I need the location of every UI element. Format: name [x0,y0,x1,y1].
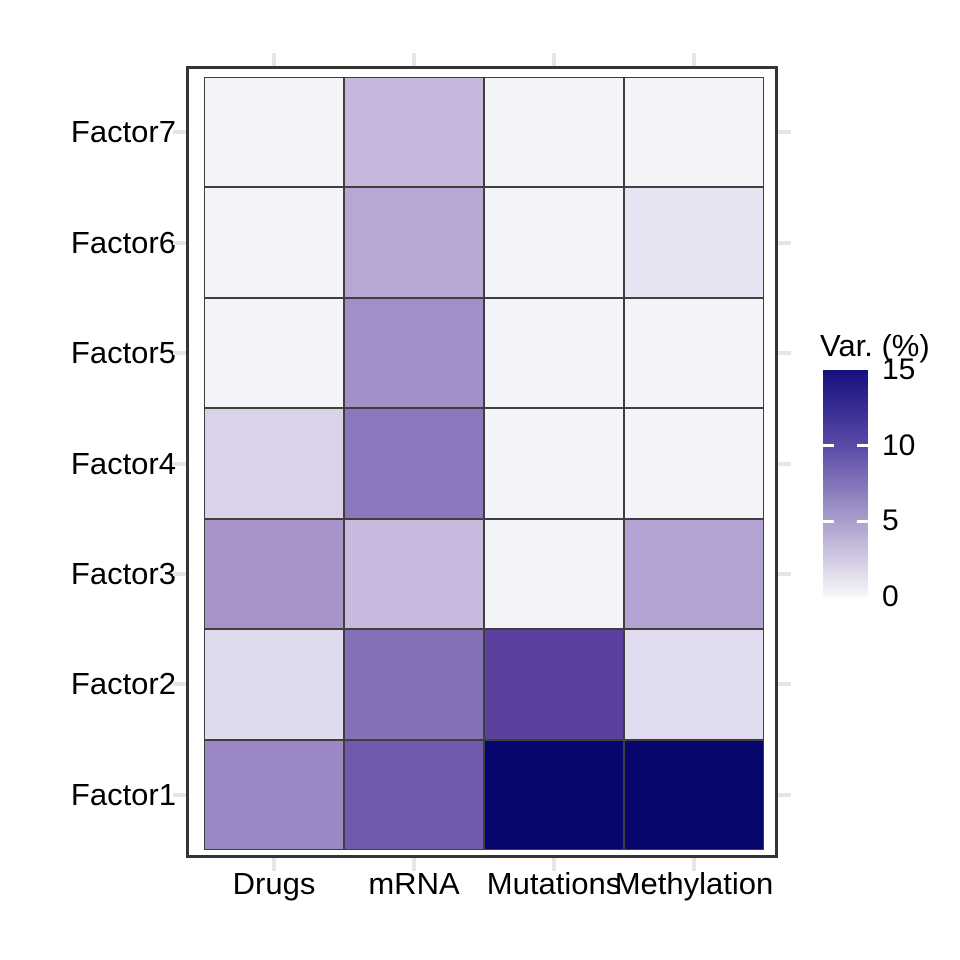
axis-tick-right-Factor3 [778,571,791,576]
heatmap-cell-Factor2-Mutations [484,629,624,740]
legend-bar-tick-5-right [857,519,868,523]
axis-tick-right-Factor6 [778,240,791,245]
axis-tick-bottom-Drugs [272,858,276,871]
heatmap-cell-Factor7-mRNA [344,77,484,188]
heatmap-cell-Factor2-Drugs [204,629,344,740]
y-axis-label-Factor1: Factor1 [70,776,176,812]
axis-tick-right-Factor2 [778,682,791,687]
legend-label-10: 10 [882,428,916,462]
heatmap-cell-Factor3-Drugs [204,518,344,630]
heatmap-cell-Factor3-mRNA [344,518,484,630]
axis-tick-right-Factor1 [778,792,791,797]
heatmap-cell-Factor7-Drugs [204,77,344,188]
heatmap-cell-Factor5-Methylation [624,297,764,409]
y-axis-label-Factor4: Factor4 [70,445,176,481]
legend-label-0: 0 [882,580,899,613]
x-axis-label-mRNA: mRNA [368,866,460,901]
axis-tick-right-Factor7 [778,130,791,135]
legend-bar-tick-5-left [823,519,834,523]
axis-tick-left-Factor6 [173,240,186,245]
axis-tick-bottom-mRNA [412,858,416,871]
axis-tick-bottom-Methylation [692,858,696,871]
heatmap-cell-Factor4-mRNA [344,408,484,519]
axis-tick-right-Factor5 [778,351,791,356]
axis-tick-left-Factor3 [173,571,186,576]
y-axis-label-Factor5: Factor5 [70,335,176,371]
heatmap-cell-Factor1-Drugs [204,739,344,850]
heatmap-cell-Factor5-Mutations [484,297,624,409]
axis-tick-right-Factor4 [778,461,791,466]
y-axis-label-Factor7: Factor7 [70,114,176,150]
axis-tick-left-Factor5 [173,351,186,356]
legend-bar-tick-10-right [857,444,868,448]
legend-label-15: 15 [882,353,916,386]
axis-tick-top-Mutations [552,53,556,66]
heatmap-cell-Factor1-mRNA [344,739,484,850]
y-axis-label-Factor3: Factor3 [70,555,176,591]
heatmap-cell-Factor6-Mutations [484,187,624,298]
heatmap-cell-Factor4-Mutations [484,408,624,519]
x-axis-label-Mutations: Mutations [486,866,622,901]
heatmap-cell-Factor2-mRNA [344,629,484,740]
legend-bar-tick-10-left [823,444,834,448]
axis-tick-left-Factor1 [173,792,186,797]
heatmap-cell-Factor6-mRNA [344,187,484,298]
axis-tick-bottom-Mutations [552,858,556,871]
heatmap-cell-Factor2-Methylation [624,629,764,740]
heatmap-cell-Factor4-Drugs [204,408,344,519]
y-axis-label-Factor6: Factor6 [70,224,176,260]
heatmap-cell-Factor6-Drugs [204,187,344,298]
heatmap-cell-Factor7-Mutations [484,77,624,188]
legend-label-5: 5 [882,504,899,538]
heatmap-cell-Factor6-Methylation [624,187,764,298]
axis-tick-left-Factor2 [173,682,186,687]
heatmap-cell-Factor1-Mutations [484,739,624,850]
x-axis-label-Drugs: Drugs [232,866,316,901]
heatmap-cell-Factor5-Drugs [204,297,344,409]
heatmap-cell-Factor1-Methylation [624,739,764,850]
axis-tick-top-Methylation [692,53,696,66]
legend-title: Var. (%) [820,328,930,363]
x-axis-label-Methylation: Methylation [614,866,774,901]
heatmap-cell-Factor3-Mutations [484,518,624,630]
heatmap-cell-Factor7-Methylation [624,77,764,188]
heatmap-cell-Factor3-Methylation [624,518,764,630]
legend-colorbar [823,370,868,597]
axis-tick-top-Drugs [272,53,276,66]
heatmap-cells [204,77,764,850]
heatmap-cell-Factor5-mRNA [344,297,484,409]
axis-tick-top-mRNA [412,53,416,66]
heatmap-cell-Factor4-Methylation [624,408,764,519]
axis-tick-left-Factor7 [173,130,186,135]
axis-tick-left-Factor4 [173,461,186,466]
y-axis-label-Factor2: Factor2 [70,666,176,702]
